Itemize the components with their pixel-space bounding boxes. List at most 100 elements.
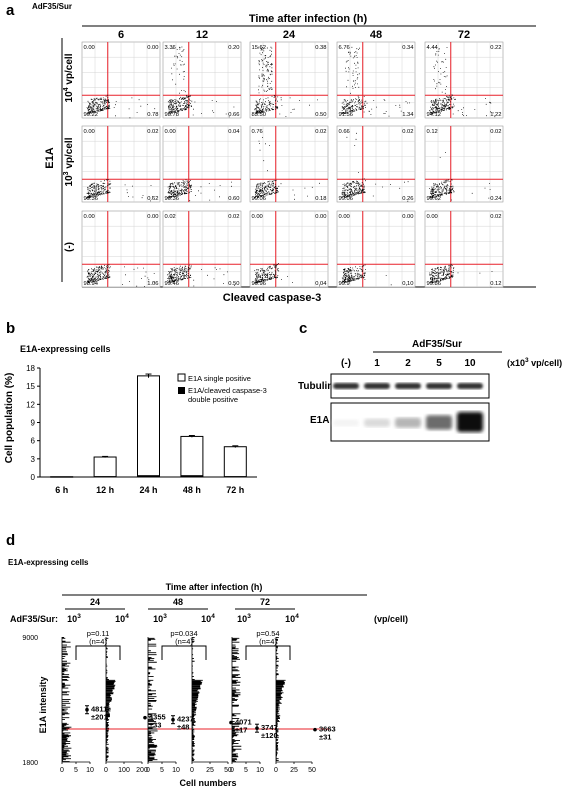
- quadrant-ul-value: 0.00: [84, 214, 95, 220]
- quadrant-ll-value: 99.86: [427, 281, 442, 287]
- column-header: 72: [458, 29, 470, 41]
- mean-value: 4355: [149, 713, 166, 722]
- quadrant-ul-value: 4.44: [427, 45, 439, 51]
- quadrant-ul-value: 15.62: [252, 45, 267, 51]
- tubulin-band: [333, 383, 359, 389]
- quadrant-ll-value: 91.56: [339, 112, 354, 118]
- bar-double-positive: [180, 475, 203, 477]
- quadrant-ur-value: 0.22: [490, 45, 501, 51]
- quadrant-ul-value: 0.00: [339, 214, 350, 220]
- hist-x-tick-label: 0: [104, 767, 108, 774]
- hist-x-tick-label: 200: [136, 767, 148, 774]
- quadrant-lr-value: 0.04: [315, 281, 327, 287]
- blot-unit-label: (x103 vp/cell): [507, 357, 562, 368]
- quadrant-lr-value: 1.22: [490, 112, 501, 118]
- hist-x-tick-label: 5: [160, 767, 164, 774]
- quadrant-ll-value: 99.96: [252, 281, 267, 287]
- dose-label: 104: [115, 613, 129, 624]
- mean-marker: [85, 707, 89, 712]
- panel-letter-b: b: [6, 320, 15, 337]
- e1a-band: [457, 412, 483, 432]
- flow-plot: 0.12 0.02 99.62 0.24: [424, 125, 504, 203]
- lane-label: 5: [436, 358, 442, 369]
- chart-d-group-label: AdF35/Sur:: [10, 614, 58, 624]
- quadrant-ur-value: 0.34: [402, 45, 414, 51]
- mean-marker: [171, 717, 175, 722]
- mean-value: 3663: [319, 725, 336, 734]
- hist-x-tick-label: 25: [290, 767, 298, 774]
- blot-virus-label: AdF35/Sur: [412, 339, 462, 350]
- virus-label: AdF35/Sur: [32, 2, 72, 11]
- time-title: Time after infection (h): [249, 13, 368, 25]
- quadrant-ll-value: 99.46: [165, 281, 180, 287]
- blot-row-label: Tubulin-α: [298, 381, 344, 392]
- flow-plot: 0.76 0.02 99.06 0.18: [249, 125, 329, 203]
- mean-sd: ±31: [319, 733, 331, 742]
- legend-swatch-single: [177, 373, 186, 382]
- chart-d-xlabel: Cell numbers: [179, 778, 236, 788]
- quadrant-ul-value: 0.00: [252, 214, 263, 220]
- y-tick-label: 9: [31, 419, 36, 428]
- hist-bars: [106, 637, 116, 761]
- quadrant-ul-value: 0.12: [427, 129, 438, 135]
- y-tick-label: 1800: [22, 760, 38, 767]
- flow-plot: 3.36 0.20 95.78 0.66: [162, 41, 242, 119]
- hist-x-tick-label: 5: [74, 767, 78, 774]
- quadrant-ul-value: 0.00: [84, 45, 95, 51]
- panel-c: c AdF35/Sur (-) 1 2 5 10 (x103 vp/cell) Tubu…: [298, 320, 562, 442]
- quadrant-ul-value: 0.00: [84, 129, 95, 135]
- group-time-label: 24: [90, 597, 100, 607]
- legend-label-single: E1A single positive: [188, 374, 251, 383]
- panel-letter-c: c: [299, 320, 307, 337]
- quadrant-ur-value: 0.02: [147, 129, 158, 135]
- quadrant-ll-value: 99.9: [339, 281, 350, 287]
- mean-sd: ±17: [235, 726, 247, 735]
- quadrant-ul-value: 3.36: [165, 45, 176, 51]
- chart-d-title: E1A-expressing cells: [8, 558, 89, 567]
- histogram-group: 72 103 0 5 10 3747±120 104 0 25 50 3663±31 p=0.54(n…: [230, 597, 336, 774]
- quadrant-lr-value: 1.34: [402, 112, 414, 118]
- chart-d-unit-label: (vp/cell): [374, 614, 408, 624]
- tubulin-band: [395, 383, 421, 389]
- significance-bracket: [245, 645, 291, 660]
- y-tick-label: 0: [31, 473, 36, 482]
- quadrant-ur-value: 0.04: [228, 129, 240, 135]
- group-time-label: 48: [173, 597, 183, 607]
- hist-x-tick-label: 0: [146, 767, 150, 774]
- flow-plot: 0.00 0.00 99.96 0.04: [249, 210, 329, 288]
- tubulin-band: [426, 383, 452, 389]
- flow-plot: 0.00 0.00 98.94 1.06: [81, 210, 161, 288]
- quadrant-lr-value: 0.78: [147, 112, 158, 118]
- column-header: 6: [118, 29, 124, 41]
- column-header: 24: [283, 29, 296, 41]
- quadrant-ll-value: 99.36: [84, 196, 99, 202]
- x-tick-label: 6 h: [55, 485, 68, 495]
- bar-double-positive: [224, 476, 247, 477]
- quadrant-ur-value: 0.38: [315, 45, 326, 51]
- quadrant-lr-value: 1.06: [147, 281, 158, 287]
- group-time-label: 72: [260, 597, 270, 607]
- significance-bracket: [161, 645, 207, 660]
- quadrant-ur-value: 0.02: [315, 129, 326, 135]
- panel-letter-a: a: [6, 2, 15, 19]
- quadrant-ll-value: 94.12: [427, 112, 442, 118]
- e1a-band: [333, 419, 359, 427]
- panel-b: b E1A-expressing cells Cell population (…: [4, 320, 267, 495]
- quadrant-ur-value: 0.00: [402, 214, 413, 220]
- flow-plot: 0.66 0.02 99.06 0.26: [336, 125, 416, 203]
- n-value: (n=4): [175, 637, 193, 646]
- chart-d-ylabel: E1A intensity: [38, 677, 48, 734]
- p-value: p=0.11: [87, 629, 110, 638]
- x-tick-label: 24 h: [139, 485, 157, 495]
- mean-value: 4237: [177, 715, 194, 724]
- hist-bars: [276, 637, 286, 761]
- flow-plot: 4.44 0.22 94.12 1.22: [424, 41, 504, 119]
- tubulin-band: [364, 383, 390, 389]
- row-group-label: E1A: [44, 147, 56, 168]
- flow-plot: 0.00 0.02 99.36 0.62: [81, 125, 161, 203]
- mean-value: 4811: [91, 705, 107, 714]
- dose-label: 104: [201, 613, 215, 624]
- flow-plot: 0.00 0.00 99.22 0.78: [81, 41, 161, 119]
- chart-d-time-title: Time after infection (h): [166, 582, 263, 592]
